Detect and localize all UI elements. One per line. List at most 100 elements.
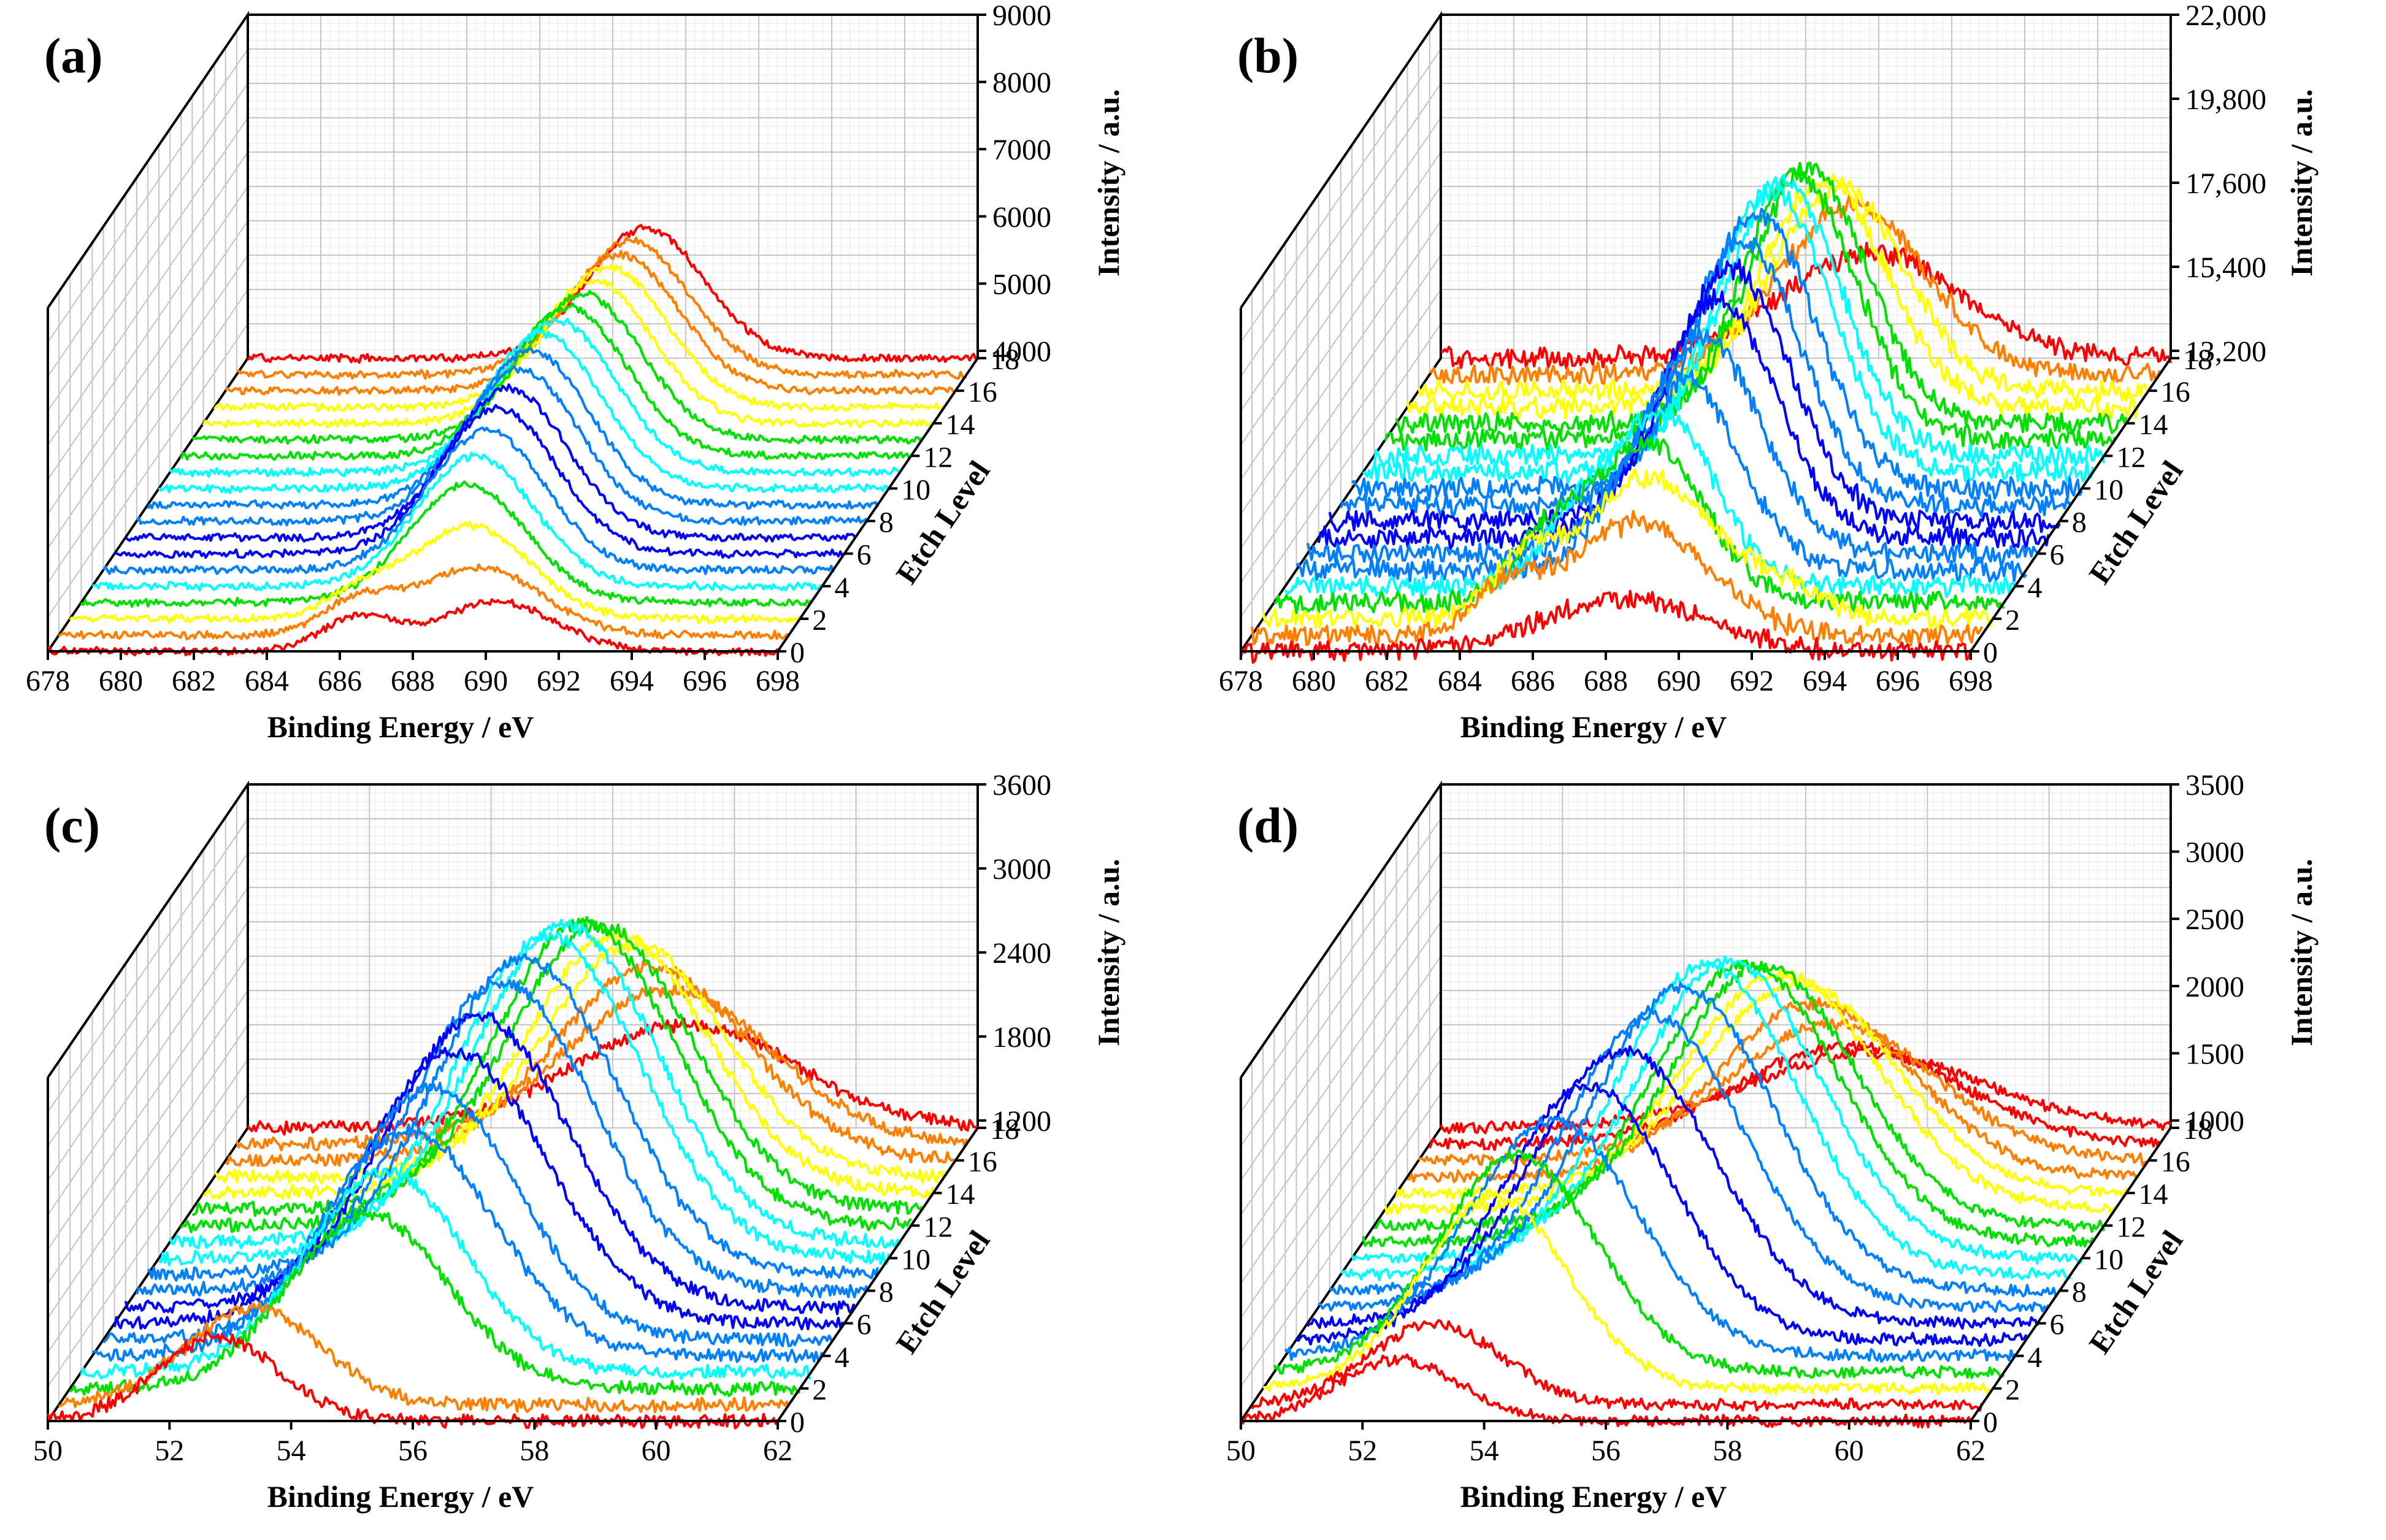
intensity-tick-label: 3500 (2185, 770, 2244, 802)
spectrum-line (114, 404, 846, 559)
etch-tick-label: 18 (2183, 343, 2212, 376)
left-wall-gridline (1240, 1024, 1441, 1319)
x-tick-label: 54 (1470, 1435, 1499, 1467)
etch-tick-label: 0 (790, 1406, 805, 1439)
intensity-tick-label: 2500 (2185, 903, 2244, 936)
x-tick-label: 696 (683, 665, 727, 697)
x-tick-label: 56 (398, 1435, 428, 1467)
spectrum-line (1384, 166, 2117, 452)
spectrum-line (1284, 408, 2017, 599)
panel-b-spectra (1239, 161, 2172, 664)
left-wall-gridline (47, 323, 248, 618)
left-wall-gridline (1240, 289, 1441, 583)
etch-tick-label: 2 (812, 604, 827, 637)
x-tick-label: 698 (1949, 665, 1993, 697)
etch-tick-label: 8 (2072, 507, 2087, 539)
left-wall-gridline (1240, 1059, 1441, 1353)
left-wall-gridline (1240, 117, 1441, 412)
etch-tick-label: 12 (923, 441, 953, 473)
x-tick-label: 680 (99, 665, 143, 697)
etch-tick-label: 10 (2094, 1243, 2123, 1276)
spectrum-line (213, 939, 946, 1185)
spectrum-line (1395, 161, 2128, 436)
left-wall-gridline (47, 956, 248, 1250)
x-tick-label: 690 (1657, 665, 1701, 697)
x-tick-label: 62 (1956, 1435, 1985, 1467)
x-tick-label: 684 (1438, 665, 1482, 697)
left-wall-gridline (1240, 255, 1441, 549)
spectrum-line (1428, 1040, 2161, 1151)
etch-tick-label: 6 (857, 1309, 872, 1341)
spectrum-line (147, 953, 880, 1282)
etch-tick-label: 10 (2094, 473, 2123, 506)
x-tick-label: 50 (33, 1435, 63, 1467)
left-wall-gridline (47, 1059, 248, 1353)
x-tick-label: 52 (155, 1435, 184, 1467)
spectrum-line (192, 920, 924, 1217)
left-wall-gridline (47, 186, 248, 480)
x-tick-label: 696 (1876, 665, 1920, 697)
left-wall-gridline (47, 1093, 248, 1387)
etch-tick-label: 18 (990, 1113, 1019, 1146)
x-tick-label: 694 (610, 665, 654, 697)
etch-tick-label: 2 (2005, 1374, 2020, 1406)
intensity-tick-label: 17,600 (2185, 167, 2266, 200)
left-wall-gridline (47, 1024, 248, 1319)
x-tick-label: 62 (763, 1435, 792, 1467)
x-tick-label: 688 (1584, 665, 1628, 697)
left-wall-gridline (1240, 1093, 1441, 1387)
etch-tick-label: 18 (2183, 1113, 2212, 1146)
intensity-tick-label: 4000 (992, 335, 1051, 368)
etch-tick-label: 4 (2027, 572, 2042, 604)
x-tick-label: 54 (277, 1435, 306, 1467)
spectrum-line (1407, 997, 2138, 1184)
x-tick-label: 58 (520, 1435, 549, 1467)
x-tick-label: 678 (26, 665, 70, 697)
panel-label: (a) (44, 28, 103, 83)
left-wall-gridline (1240, 956, 1441, 1250)
intensity-tick-label: 2400 (992, 937, 1051, 970)
spectrum-line (1273, 435, 2005, 615)
spectrum-line (180, 916, 912, 1233)
left-wall-gridline (47, 921, 248, 1216)
etch-tick-label: 0 (790, 637, 805, 669)
panel-c-chart: 50 52 54 56 58 60 62 Binding Energy / eV 0246810… (33, 770, 1126, 1514)
spectrum-line (147, 347, 879, 510)
etch-tick-label: 12 (2116, 1211, 2146, 1243)
etch-axis-line (1970, 357, 2172, 653)
left-wall-gridline (47, 117, 248, 412)
left-wall-gridline (1240, 220, 1441, 515)
etch-tick-label: 16 (968, 376, 997, 408)
intensity-axis-title: Intensity / a.u. (2284, 89, 2319, 277)
intensity-tick-label: 9000 (992, 0, 1051, 32)
spectrum-line (113, 1047, 846, 1331)
x-tick-label: 688 (391, 665, 435, 697)
spectrum-line (46, 1331, 779, 1430)
intensity-tick-label: 6000 (992, 201, 1051, 234)
intensity-tick-label: 1500 (2185, 1038, 2244, 1070)
left-wall-gridline (47, 255, 248, 549)
spectrum-line (1262, 468, 1995, 630)
x-tick-label: 692 (537, 665, 581, 697)
spectrum-line (69, 1209, 801, 1398)
spectrum-line (47, 598, 779, 657)
left-wall-gridline (47, 289, 248, 583)
x-tick-label: 60 (642, 1435, 671, 1467)
intensity-axis-title: Intensity / a.u. (1091, 89, 1126, 277)
spectrum-line (158, 928, 891, 1267)
left-wall-gridline (47, 151, 248, 446)
left-wall-gridline (47, 887, 248, 1181)
left-wall-gridline (47, 220, 248, 515)
intensity-tick-label: 22,000 (2185, 0, 2266, 32)
left-wall-frame (1240, 780, 1442, 1425)
spectrum-line (1317, 288, 2050, 550)
panel-label: (c) (44, 797, 100, 853)
intensity-tick-label: 3600 (992, 770, 1051, 802)
x-axis-title: Binding Energy / eV (1460, 710, 1727, 744)
spectrum-line (1429, 193, 2161, 386)
x-tick-label: 680 (1292, 665, 1336, 697)
spectrum-line (224, 960, 957, 1168)
spectrum-line (1306, 326, 2039, 567)
spectrum-line (236, 236, 967, 380)
spectrum-line (124, 1011, 857, 1316)
